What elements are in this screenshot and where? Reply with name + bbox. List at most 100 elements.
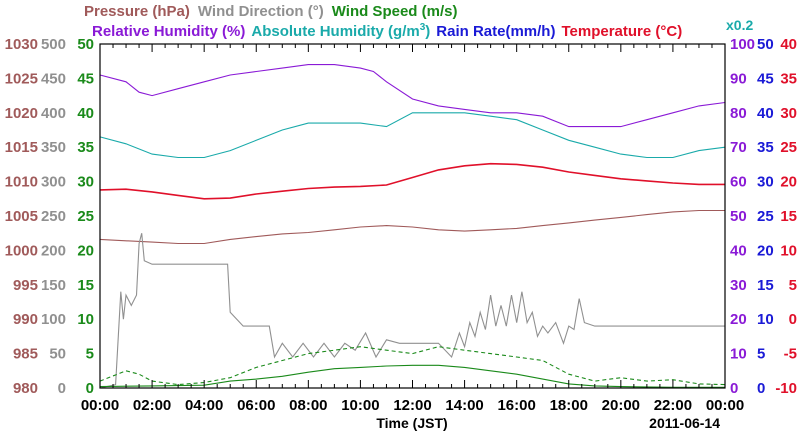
wind-speed-tick-label: 5: [86, 346, 94, 363]
x-ticks: [99, 44, 726, 388]
rain-rate-tick-label: 15: [757, 277, 774, 294]
relative-humidity-tick-label: 80: [730, 105, 747, 122]
pressure-tick-label: 1005: [5, 208, 38, 225]
series-line: [99, 364, 725, 388]
series-line: [99, 112, 726, 159]
legend-superscript: 3: [420, 22, 426, 33]
relative-humidity-tick-label: 20: [730, 311, 747, 328]
wind-speed-tick-label: 25: [77, 208, 94, 225]
temperature-tick-label: 20: [780, 174, 797, 191]
legend-item: Absolute Humidity (g/m: [251, 23, 419, 40]
rain-rate-tick-label: 35: [757, 139, 774, 156]
legend-scale-note: x0.2: [726, 17, 753, 33]
wind-direction-tick-label: 0: [58, 380, 66, 397]
rain-rate-tick-label: 30: [757, 174, 774, 191]
wind-speed-tick-label: 45: [77, 70, 94, 87]
temperature-tick-label: -5: [784, 346, 797, 363]
rain-rate-tick-label: 45: [757, 70, 774, 87]
wind-direction-tick-label: 50: [49, 346, 66, 363]
series-line: [99, 233, 725, 389]
pressure-tick-label: 1030: [5, 36, 38, 53]
x-tick-labels: 00:00 02:00 04:00 06:00 08:00 10:00 12:00 14:00…: [81, 397, 744, 414]
wind-direction-tick-label: 100: [41, 311, 66, 328]
temperature-tick-label: 40: [780, 36, 797, 53]
temperature-tick-label: 5: [789, 277, 797, 294]
x-tick-label: 12:00: [393, 397, 431, 414]
x-tick-label: 22:00: [654, 397, 692, 414]
relative-humidity-tick-label: 100: [730, 36, 755, 53]
x-tick-label: 10:00: [341, 397, 379, 414]
pressure-tick-label: 1010: [5, 174, 38, 191]
legend-item: Temperature (°C): [561, 23, 682, 40]
wind-direction-tick-label: 400: [41, 105, 66, 122]
x-tick-label: 18:00: [550, 397, 588, 414]
x-tick-label: 20:00: [602, 397, 640, 414]
series-line: [99, 162, 725, 200]
x-tick-label: 06:00: [237, 397, 275, 414]
wind-direction-tick-label: 150: [41, 277, 66, 294]
relative-humidity-tick-label: 50: [730, 208, 747, 225]
wind-direction-tick-label: 300: [41, 174, 66, 191]
legend-item: Relative Humidity (%): [92, 23, 245, 40]
wind-speed-tick-label: 0: [86, 380, 94, 397]
wind-speed-tick-label: 20: [77, 242, 94, 259]
rain-rate-tick-label: 5: [757, 346, 765, 363]
x-axis-title: Time (JST): [376, 415, 447, 431]
y-axis-labels: 1030102510201015101010051000995990985980…: [5, 36, 797, 397]
legend-item-close: ): [425, 23, 430, 40]
wind-direction-tick-label: 350: [41, 139, 66, 156]
temperature-tick-label: 0: [789, 311, 797, 328]
pressure-tick-label: 1025: [5, 70, 38, 87]
wind-speed-tick-label: 15: [77, 277, 94, 294]
legend-row-1: Pressure (hPa) Wind Direction (°) Wind Spe…: [84, 3, 457, 20]
x-tick-label: 00:00: [81, 397, 119, 414]
temperature-tick-label: 35: [780, 70, 797, 87]
x-tick-label: 08:00: [289, 397, 327, 414]
rain-rate-tick-label: 20: [757, 242, 774, 259]
pressure-tick-label: 980: [13, 380, 38, 397]
wind-speed-tick-label: 50: [77, 36, 94, 53]
wind-direction-tick-label: 200: [41, 242, 66, 259]
rain-rate-tick-label: 25: [757, 208, 774, 225]
series-line: [99, 64, 726, 128]
wind-speed-tick-label: 40: [77, 105, 94, 122]
rain-rate-tick-label: 10: [757, 311, 774, 328]
temperature-tick-label: 25: [780, 139, 797, 156]
x-tick-label: 16:00: [497, 397, 535, 414]
wind-direction-tick-label: 500: [41, 36, 66, 53]
legend-item: Rain Rate(mm/h): [436, 23, 555, 40]
pressure-tick-label: 990: [13, 311, 38, 328]
date-label: 2011-06-14: [649, 415, 720, 431]
pressure-tick-label: 1020: [5, 105, 38, 122]
pressure-tick-label: 1000: [5, 242, 38, 259]
x-tick-label: 14:00: [445, 397, 483, 414]
series-layer: [99, 64, 726, 389]
relative-humidity-tick-label: 70: [730, 139, 747, 156]
relative-humidity-tick-label: 40: [730, 242, 747, 259]
x-tick-label: 00:00: [706, 397, 744, 414]
legend-item: Pressure (hPa): [84, 3, 190, 20]
relative-humidity-tick-label: 0: [730, 380, 738, 397]
pressure-tick-label: 1015: [5, 139, 38, 156]
temperature-tick-label: 30: [780, 105, 797, 122]
wind-speed-tick-label: 30: [77, 174, 94, 191]
pressure-tick-label: 995: [13, 277, 38, 294]
rain-rate-tick-label: 50: [757, 36, 774, 53]
relative-humidity-tick-label: 10: [730, 346, 747, 363]
x-tick-label: 04:00: [185, 397, 223, 414]
temperature-tick-label: 10: [780, 242, 797, 259]
temperature-tick-label: -10: [775, 380, 797, 397]
wind-direction-tick-label: 450: [41, 70, 66, 87]
relative-humidity-tick-label: 90: [730, 70, 747, 87]
x-tick-label: 02:00: [133, 397, 171, 414]
relative-humidity-tick-label: 30: [730, 277, 747, 294]
legend-item: Wind Direction (°): [198, 3, 324, 20]
legend-item: Wind Speed (m/s): [332, 3, 458, 20]
legend-row-2: Relative Humidity (%) Absolute Humidity (…: [92, 22, 682, 40]
wind-direction-tick-label: 250: [41, 208, 66, 225]
series-line: [99, 209, 725, 245]
wind-speed-tick-label: 35: [77, 139, 94, 156]
temperature-tick-label: 15: [780, 208, 797, 225]
relative-humidity-tick-label: 60: [730, 174, 747, 191]
